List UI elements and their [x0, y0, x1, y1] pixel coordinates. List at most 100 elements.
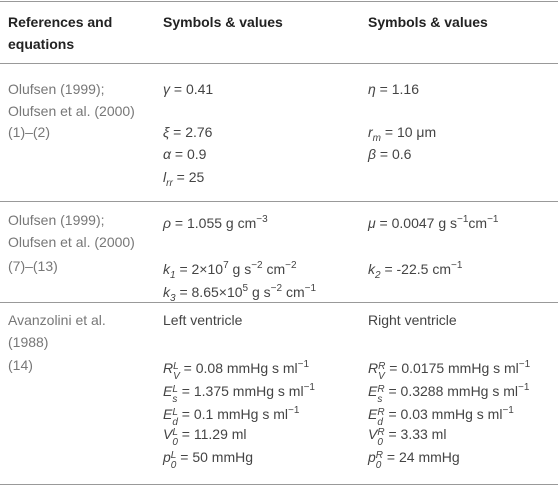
superscript: R — [377, 427, 385, 438]
superscript: −1 — [297, 359, 310, 370]
subscript: 0 — [172, 437, 178, 448]
superscript: −2 — [270, 283, 283, 294]
equations: (14) — [8, 357, 33, 373]
subscript: m — [372, 133, 382, 144]
rule — [0, 1, 558, 2]
text: = 10 μm — [381, 124, 437, 140]
cell-value: γ = 0.41 — [163, 78, 213, 100]
text: = 0.3288 mmHg s ml — [384, 383, 519, 399]
superscript: L — [173, 361, 179, 372]
superscript: R — [377, 407, 385, 418]
subscript: s — [172, 394, 178, 405]
text: = 0.0047 g s — [375, 215, 458, 231]
cell-value: Left ventricle — [163, 309, 242, 331]
superscript: −2 — [285, 260, 297, 271]
text: = 1.375 mmHg s ml — [177, 383, 304, 399]
text: = -22.5 cm — [380, 261, 451, 277]
text: Left ventricle — [163, 312, 243, 328]
superscript: L — [172, 407, 178, 418]
rule — [0, 63, 558, 64]
subscript: V — [378, 371, 385, 382]
text: μ — [368, 215, 376, 231]
superscript: −1 — [487, 214, 499, 225]
superscript: −1 — [450, 260, 463, 271]
text: γ — [163, 81, 170, 97]
rule — [0, 201, 558, 202]
rule — [0, 302, 558, 303]
reference: Olufsen (1999); Olufsen et al. (2000) — [8, 212, 135, 250]
cell-value: k2 = -22.5 cm−1 — [368, 255, 462, 287]
superscript: L — [170, 450, 177, 461]
superscript: −1 — [502, 405, 514, 416]
subscript: 1 — [170, 270, 176, 281]
text: η — [368, 81, 376, 97]
header: Symbols & values — [368, 14, 488, 30]
text: E — [163, 383, 173, 399]
reference: Avanzolini et al. (1988) — [8, 312, 106, 350]
superscript: L — [172, 384, 178, 395]
superscript: 7 — [223, 260, 229, 271]
text: = 24 mmHg — [383, 449, 460, 465]
cell-value: η = 1.16 — [368, 78, 419, 100]
text: r — [368, 124, 373, 140]
text: ρ — [163, 215, 172, 231]
superscript: −1 — [304, 283, 317, 294]
text: = 2.76 — [169, 124, 213, 140]
cell-value: ξ = 2.76 — [163, 121, 212, 143]
subscript: 3 — [170, 293, 176, 304]
subscript: V — [173, 371, 180, 382]
text: β — [368, 146, 376, 162]
text: = 8.65×10 — [175, 284, 243, 300]
equations: (7)–(13) — [8, 258, 58, 274]
subscript: d — [172, 417, 178, 428]
superscript: 5 — [242, 283, 249, 294]
text: = 50 mmHg — [176, 449, 253, 465]
text: = 11.29 ml — [177, 426, 247, 442]
subscript: 2 — [375, 270, 381, 281]
superscript: −1 — [518, 382, 530, 393]
superscript: R — [377, 384, 385, 395]
text: = 3.33 ml — [384, 426, 447, 442]
cell-value: μ = 0.0047 g s−1cm−1 — [368, 209, 499, 234]
superscript: −1 — [303, 382, 315, 393]
superscript: L — [172, 427, 178, 438]
cell-value: ρ = 1.055 g cm−3 — [163, 209, 268, 234]
superscript: −2 — [251, 260, 263, 271]
text: l — [163, 169, 167, 185]
cell-value: Right ventricle — [368, 309, 457, 331]
text: cm — [282, 284, 305, 300]
cell-value: lrr = 25 — [163, 166, 204, 195]
text: V — [368, 426, 378, 442]
text: = 1.16 — [375, 81, 419, 97]
cell-value: α = 0.9 — [163, 143, 206, 165]
subscript: 0 — [377, 437, 383, 448]
text: = 0.9 — [170, 146, 207, 162]
superscript: −3 — [256, 214, 268, 225]
text: = 1.055 g cm — [171, 215, 257, 231]
header: References and equations — [8, 14, 113, 52]
text: α — [163, 146, 171, 162]
text: E — [163, 406, 173, 422]
superscript: R — [375, 450, 384, 461]
superscript: −1 — [288, 405, 300, 416]
superscript: R — [378, 361, 386, 372]
text: g s — [228, 261, 252, 277]
text: p — [368, 449, 376, 465]
text: R — [368, 360, 379, 376]
header: Symbols & values — [163, 14, 283, 30]
text: = 0.6 — [376, 146, 412, 162]
